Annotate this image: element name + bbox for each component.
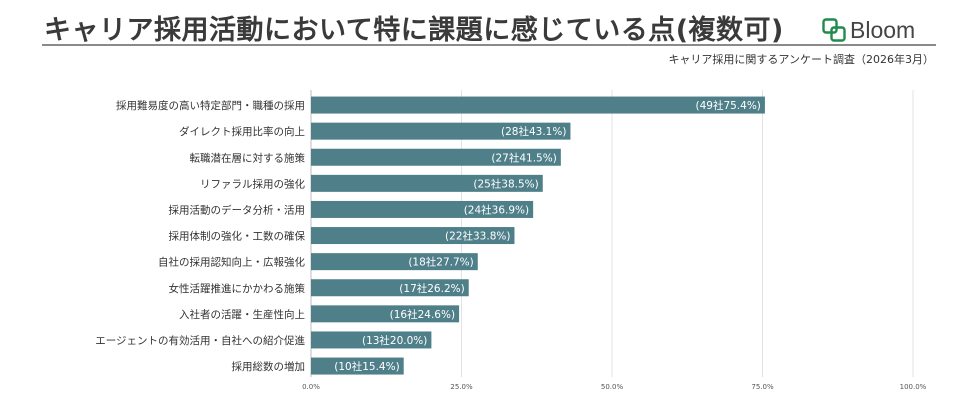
category-label: 採用総数の増加 — [232, 360, 306, 373]
bar — [311, 148, 561, 166]
data-label: (22社33.8%) — [445, 230, 510, 243]
data-label: (10社15.4%) — [334, 360, 399, 373]
x-tick-label: 25.0% — [450, 383, 473, 391]
bar — [311, 174, 543, 192]
data-label: (25社38.5%) — [473, 177, 538, 190]
category-label: 入社者の活躍・生産性向上 — [179, 308, 305, 321]
data-label: (49社75.4%) — [695, 99, 760, 112]
bar — [311, 200, 534, 218]
category-label: ダイレクト採用比率の向上 — [179, 125, 305, 138]
page-title: キャリア採用活動において特に課題に感じている点(複数可) — [44, 15, 784, 46]
survey-source-note: キャリア採用に関するアンケート調査（2026年3月） — [668, 53, 934, 66]
category-label: 採用難易度の高い特定部門・職種の採用 — [116, 99, 305, 112]
data-label: (27社41.5%) — [491, 151, 556, 164]
bloom-logo-icon — [822, 18, 846, 42]
data-label: (16社24.6%) — [390, 308, 455, 321]
category-label: 転職潜在層に対する施策 — [190, 151, 306, 164]
data-label: (24社36.9%) — [464, 203, 529, 216]
x-tick-label: 50.0% — [601, 383, 624, 391]
category-label: 採用体制の強化・工数の確保 — [169, 230, 306, 243]
category-label: 女性活躍推進にかかわる施策 — [169, 282, 306, 295]
bar — [311, 227, 515, 245]
bar — [311, 357, 404, 375]
bloom-logo-text: Bloom — [850, 16, 916, 43]
category-label: 自社の採用認知向上・広報強化 — [158, 256, 305, 269]
data-label: (18社27.7%) — [408, 256, 473, 269]
category-label: 採用活動のデータ分析・活用 — [169, 203, 306, 216]
bar — [311, 279, 469, 297]
x-tick-label: 100.0% — [900, 383, 927, 391]
data-label: (13社20.0%) — [362, 334, 427, 347]
category-label: リファラル採用の強化 — [200, 177, 305, 190]
x-tick-label: 0.0% — [302, 383, 320, 391]
bar — [311, 331, 432, 349]
bloom-logo: Bloom — [822, 15, 915, 45]
bar — [311, 96, 765, 114]
bar — [311, 253, 478, 271]
data-label: (17社26.2%) — [399, 282, 464, 295]
bar — [311, 305, 460, 323]
category-label: エージェントの有効活用・自社への紹介促進 — [95, 334, 305, 347]
data-label: (28社43.1%) — [501, 125, 566, 138]
x-tick-label: 75.0% — [751, 383, 774, 391]
bar — [311, 122, 571, 140]
title-divider — [42, 44, 936, 46]
